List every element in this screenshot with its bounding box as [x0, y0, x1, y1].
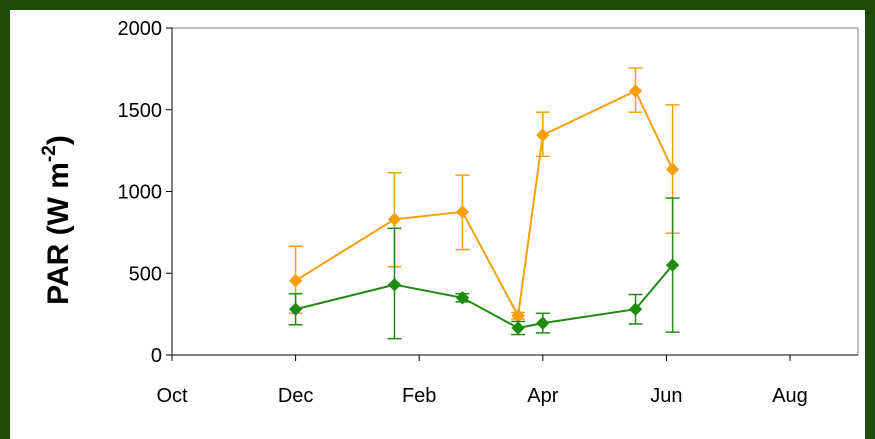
data-point-diamond — [665, 258, 680, 272]
x-tick-label: Aug — [772, 385, 808, 407]
series-layer — [288, 67, 680, 340]
data-point-diamond — [387, 212, 402, 227]
y-tick-label: 500 — [129, 263, 162, 285]
data-point-diamond — [288, 273, 303, 288]
data-point-diamond — [511, 321, 525, 335]
data-point-diamond — [536, 128, 550, 142]
y-axis-label-close: ) — [42, 135, 75, 145]
data-point-diamond — [628, 84, 643, 98]
data-point-diamond — [628, 302, 643, 316]
y-tick-label: 2000 — [118, 18, 163, 40]
y-tick-label: 0 — [151, 345, 162, 367]
x-tick-label: Jun — [650, 385, 682, 407]
plot-area — [171, 27, 859, 356]
y-axis-label-main: PAR (W m — [42, 162, 75, 305]
y-axis-label: PAR (W m-2) — [39, 135, 75, 305]
x-axis-ticks: Oct Dec Feb Apr Jun Aug — [156, 355, 808, 407]
data-point-diamond — [665, 162, 680, 177]
y-tick-label: 1000 — [118, 182, 163, 204]
x-tick-label: Apr — [527, 385, 558, 407]
chart-frame: 0 500 1000 1500 2000 Oct Dec Feb Apr Jun Aug PAR … — [10, 10, 865, 439]
par-line-chart: 0 500 1000 1500 2000 Oct Dec Feb Apr Jun Aug PAR … — [39, 18, 859, 407]
series-2 — [288, 197, 680, 340]
x-tick-label: Feb — [402, 385, 436, 407]
x-tick-label: Dec — [278, 385, 314, 407]
data-point-diamond — [455, 205, 470, 219]
y-tick-label: 1500 — [118, 100, 163, 122]
data-point-diamond — [387, 277, 402, 292]
data-point-diamond — [455, 291, 470, 305]
series-1 — [288, 67, 680, 323]
data-point-diamond — [536, 316, 550, 330]
y-axis-label-superscript: -2 — [39, 145, 60, 162]
data-point-diamond — [288, 302, 303, 316]
x-tick-label: Oct — [156, 385, 188, 407]
y-axis-ticks: 0 500 1000 1500 2000 — [118, 18, 172, 367]
